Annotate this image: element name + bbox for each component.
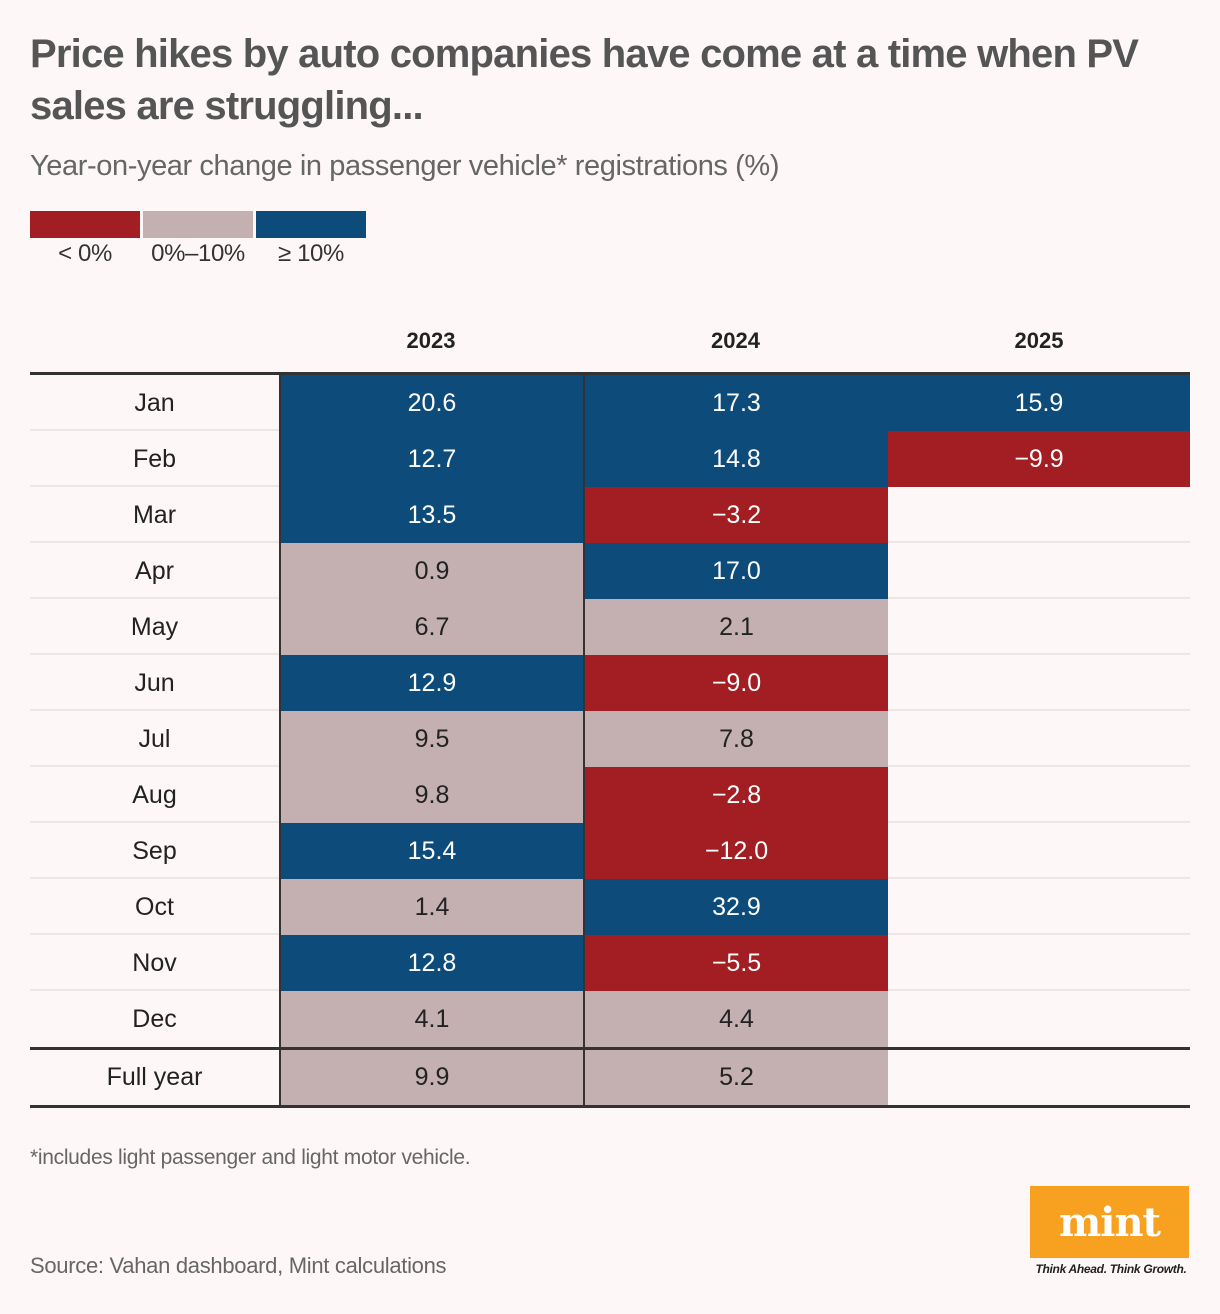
mint-logo: mint [1030, 1186, 1189, 1258]
row-label: Sep [132, 836, 177, 865]
legend-item-low: 0%–10% [143, 211, 253, 268]
table-row: Apr 0.9 17.0 [30, 543, 1190, 599]
heatmap-cell-2023: 12.7 [279, 431, 583, 487]
row-label: Full year [106, 1063, 203, 1091]
heatmap-cell-2024: 5.2 [583, 1050, 888, 1105]
table-row: Jul 9.5 7.8 [30, 711, 1190, 767]
heatmap-cell-2024: 2.1 [583, 599, 888, 655]
table-row: Mar 13.5 −3.2 [30, 487, 1190, 543]
row-label: Aug [132, 780, 177, 809]
heatmap-cell-2023: 13.5 [279, 487, 583, 543]
legend-label-low: 0%–10% [151, 240, 245, 267]
table-header-row: 2023 2024 2025 [30, 310, 1190, 375]
table-row: Feb 12.7 14.8 −9.9 [30, 431, 1190, 487]
row-label: Feb [132, 444, 177, 473]
heatmap-cell-2023: 12.8 [279, 935, 583, 991]
heatmap-cell-2024: −12.0 [583, 823, 888, 879]
row-label: May [130, 612, 179, 641]
heatmap-cell-2024: 7.8 [583, 711, 888, 767]
legend-item-high: ≥ 10% [256, 211, 366, 268]
heatmap-cell-2025 [888, 823, 1190, 879]
heatmap-cell-2025 [888, 767, 1190, 823]
row-label: Jun [134, 668, 175, 697]
heatmap-cell-2023: 20.6 [279, 375, 583, 431]
row-label: Dec [132, 1004, 177, 1033]
heatmap-cell-2023: 0.9 [279, 543, 583, 599]
logo-tagline: Think Ahead. Think Growth. [1035, 1262, 1187, 1276]
heatmap-cell-2025 [888, 655, 1190, 711]
heatmap-cell-2024: 4.4 [583, 991, 888, 1047]
heatmap-cell-2023: 9.5 [279, 711, 583, 767]
row-label: Oct [135, 892, 174, 921]
heatmap-cell-2024: 17.0 [583, 543, 888, 599]
table-row: Dec 4.1 4.4 [30, 991, 1190, 1047]
heatmap-cell-2024: −3.2 [583, 487, 888, 543]
heatmap-cell-2025: 15.9 [888, 375, 1190, 431]
heatmap-cell-2023: 4.1 [279, 991, 583, 1047]
legend-swatch-low [143, 211, 253, 238]
heatmap-cell-2023: 6.7 [279, 599, 583, 655]
row-label: Jul [138, 724, 171, 753]
table-row: Jun 12.9 −9.0 [30, 655, 1190, 711]
heatmap-cell-2025 [888, 599, 1190, 655]
heatmap-cell-2024: 32.9 [583, 879, 888, 935]
column-header-2025: 2025 [1014, 328, 1064, 353]
heatmap-cell-2025 [888, 487, 1190, 543]
heatmap-cell-2024: −2.8 [583, 767, 888, 823]
column-header-2023: 2023 [406, 328, 456, 353]
heatmap-cell-2023: 12.9 [279, 655, 583, 711]
heatmap-cell-2023: 9.9 [279, 1050, 583, 1105]
row-label: Jan [134, 388, 175, 417]
heatmap-cell-2025 [888, 935, 1190, 991]
legend: < 0% 0%–10% ≥ 10% [30, 211, 369, 268]
heatmap-cell-2024: −5.5 [583, 935, 888, 991]
legend-swatch-high [256, 211, 366, 238]
data-table: 2023 2024 2025 Jan 20.6 17.3 15.9 Feb 12.7 14.… [30, 310, 1190, 1108]
heatmap-cell-2025 [888, 543, 1190, 599]
column-header-2024: 2024 [711, 328, 760, 353]
source-note: Source: Vahan dashboard, Mint calculatio… [30, 1253, 447, 1278]
table-row: May 6.7 2.1 [30, 599, 1190, 655]
heatmap-cell-2025 [888, 1050, 1190, 1105]
legend-label-high: ≥ 10% [278, 240, 344, 267]
heatmap-cell-2025: −9.9 [888, 431, 1190, 487]
table-row: Oct 1.4 32.9 [30, 879, 1190, 935]
legend-label-negative: < 0% [58, 240, 112, 267]
heatmap-cell-2023: 15.4 [279, 823, 583, 879]
row-label: Nov [132, 948, 177, 977]
heatmap-cell-2025 [888, 879, 1190, 935]
footnote: *includes light passenger and light moto… [30, 1146, 471, 1169]
heatmap-cell-2024: 17.3 [583, 375, 888, 431]
chart-subtitle: Year-on-year change in passenger vehicle… [30, 150, 780, 182]
row-label: Mar [132, 500, 177, 529]
heatmap-cell-2025 [888, 711, 1190, 767]
table-row: Sep 15.4 −12.0 [30, 823, 1190, 879]
table-row: Aug 9.8 −2.8 [30, 767, 1190, 823]
table-body: Jan 20.6 17.3 15.9 Feb 12.7 14.8 −9.9 Mar 13.5 −3.… [30, 375, 1190, 1108]
table-row: Jan 20.6 17.3 15.9 [30, 375, 1190, 431]
row-label: Apr [135, 556, 174, 585]
heatmap-cell-2023: 1.4 [279, 879, 583, 935]
chart-title: Price hikes by auto companies have come … [30, 32, 1139, 128]
legend-swatch-negative [30, 211, 140, 238]
heatmap-cell-2025 [888, 991, 1190, 1047]
heatmap-cell-2023: 9.8 [279, 767, 583, 823]
heatmap-cell-2024: −9.0 [583, 655, 888, 711]
legend-item-negative: < 0% [30, 211, 140, 268]
heatmap-cell-2024: 14.8 [583, 431, 888, 487]
table-row-full-year: Full year 9.9 5.2 [30, 1047, 1190, 1108]
header-month [30, 310, 279, 372]
table-row: Nov 12.8 −5.5 [30, 935, 1190, 991]
